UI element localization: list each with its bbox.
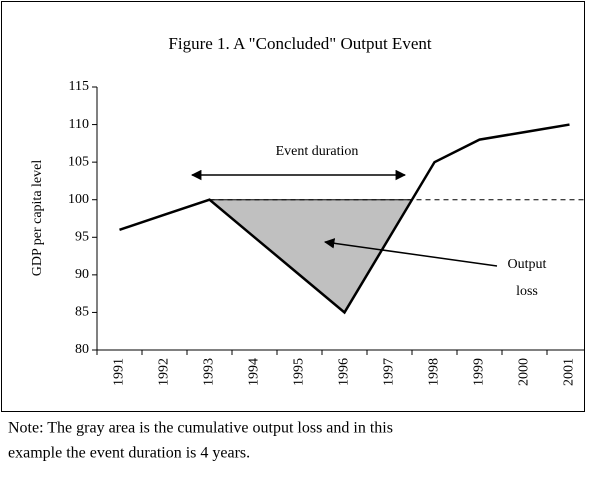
annotation: loss	[516, 284, 538, 299]
note: Note: The gray area is the cumulative ou…	[8, 420, 393, 437]
y-tick-label: 85	[75, 305, 89, 320]
x-tick-label: 1999	[472, 358, 487, 386]
y-tick-label: 100	[68, 192, 89, 207]
note: example the event duration is 4 years.	[8, 445, 250, 462]
y-tick-label: 95	[75, 230, 89, 245]
output-loss-area	[208, 199, 413, 314]
y-tick-label: 80	[75, 342, 89, 357]
x-tick-label: 1992	[157, 358, 172, 386]
y-tick-label: 115	[69, 79, 89, 94]
annotation: Output	[508, 257, 547, 272]
x-tick-label: 1995	[292, 358, 307, 386]
x-tick-label: 1997	[382, 358, 397, 386]
line	[119, 123, 570, 315]
chart-title: Figure 1. A "Concluded" Output Event	[168, 34, 431, 53]
y-tick-label: 110	[69, 117, 89, 132]
x-tick-label: 1994	[247, 358, 262, 386]
y-axis-label: GDP per capita level	[30, 160, 45, 277]
chart-border	[1, 1, 585, 412]
x-tick-label: 1996	[337, 358, 352, 386]
loss-arrow	[323, 238, 498, 267]
annotation: Event duration	[276, 144, 359, 159]
x-tick-label: 2001	[562, 358, 577, 386]
x-tick-label: 2000	[517, 358, 532, 386]
y-tick-label: 105	[68, 154, 89, 169]
x-tick-label: 1991	[112, 358, 127, 386]
y-tick-label: 90	[75, 267, 89, 282]
x-tick-label: 1993	[202, 358, 217, 386]
x-tick-label: 1998	[427, 358, 442, 386]
